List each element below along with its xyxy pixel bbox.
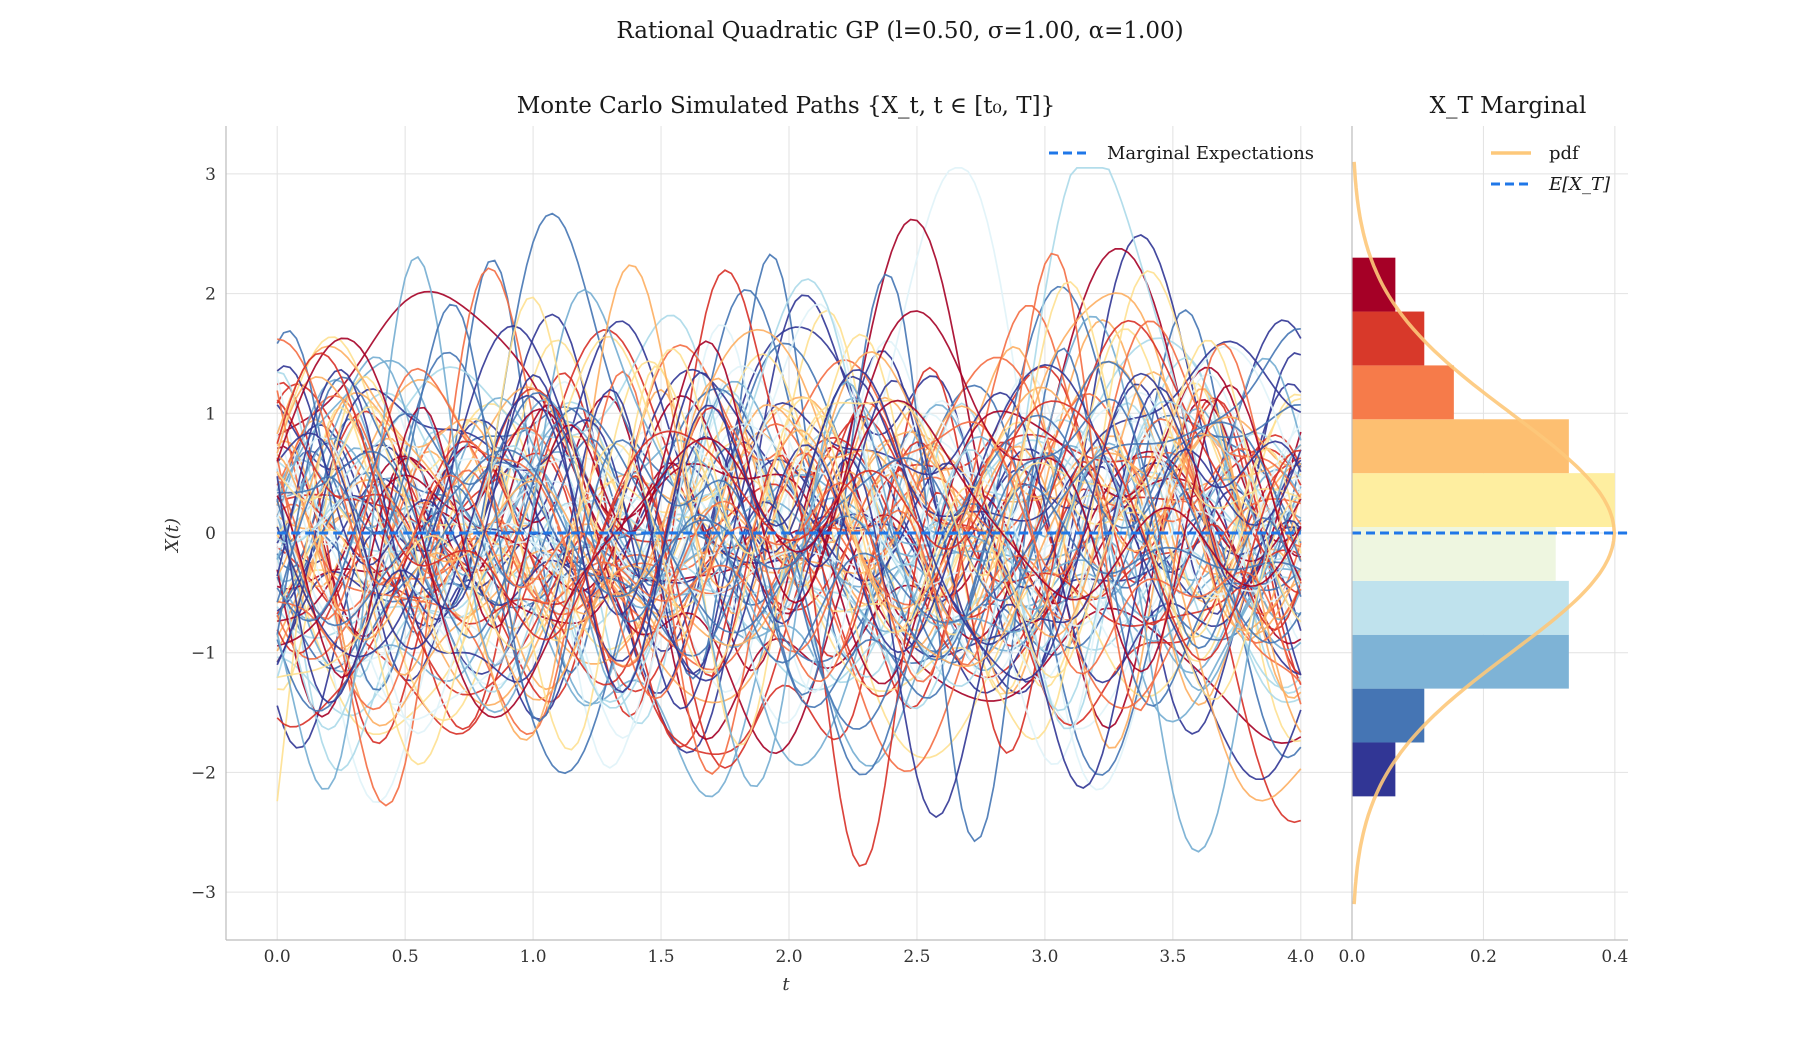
marginal-x-tick-label: 0.2: [1470, 947, 1497, 967]
marginal-x-tick-label: 0.4: [1601, 947, 1628, 967]
y-tick-label: −3: [191, 883, 216, 903]
marginal-histogram: [1352, 257, 1615, 797]
histogram-bar-7: [1352, 365, 1454, 420]
path-83: [276, 278, 1302, 712]
path-24: [276, 384, 1302, 776]
path-4: [276, 366, 1302, 769]
y-tick-label: 1: [205, 404, 216, 424]
path-81: [276, 325, 1302, 781]
paths-panel-title: Monte Carlo Simulated Paths {X_t, t ∈ [t…: [517, 93, 1055, 119]
path-59: [276, 167, 1302, 731]
paths-y-axis-label: X(t): [162, 518, 183, 554]
path-93: [277, 397, 1301, 701]
histogram-bar-8: [1352, 311, 1425, 366]
path-60: [276, 406, 1302, 618]
x-tick-label: 0.0: [264, 947, 291, 967]
path-95: [277, 338, 1302, 705]
path-91: [276, 391, 1302, 664]
path-80: [276, 328, 1302, 766]
x-tick-label: 1.5: [648, 947, 675, 967]
path-97: [276, 337, 1302, 719]
path-40: [276, 397, 1302, 759]
y-tick-label: −2: [191, 763, 216, 783]
path-88: [276, 310, 1302, 679]
y-tick-label: 0: [205, 524, 216, 544]
path-14: [276, 365, 1302, 735]
figure-suptitle: Rational Quadratic GP (l=0.50, σ=1.00, α…: [616, 18, 1183, 44]
marginal-panel-title: X_T Marginal: [1430, 93, 1587, 119]
path-49: [276, 368, 1302, 676]
x-tick-label: 3.0: [1031, 947, 1058, 967]
x-tick-label: 2.0: [775, 947, 802, 967]
histogram-bar-3: [1352, 580, 1569, 635]
y-tick-label: 2: [205, 285, 216, 305]
x-tick-label: 1.0: [520, 947, 547, 967]
histogram-bar-1: [1352, 688, 1425, 743]
path-34: [276, 407, 1302, 767]
marginal-legend: pdf E[X_T]: [1491, 143, 1611, 195]
path-92: [276, 448, 1302, 661]
legend-pdf-label: pdf: [1549, 143, 1580, 164]
legend-ex-label: E[X_T]: [1548, 174, 1611, 195]
path-66: [276, 292, 1302, 632]
y-tick-label: 3: [205, 165, 216, 185]
path-43: [276, 248, 1302, 755]
y-tick-label: −1: [191, 644, 216, 664]
path-98: [276, 352, 1301, 661]
path-85: [276, 371, 1302, 819]
path-82: [277, 320, 1302, 711]
path-96: [276, 303, 1302, 723]
paths-x-axis-label: t: [782, 974, 790, 995]
x-tick-label: 4.0: [1287, 947, 1314, 967]
x-tick-label: 3.5: [1159, 947, 1186, 967]
path-94: [276, 280, 1302, 655]
histogram-bar-2: [1352, 634, 1569, 689]
path-99: [276, 369, 1302, 704]
path-89: [276, 328, 1302, 733]
x-tick-label: 2.5: [903, 947, 930, 967]
paths-panel: 0.0 0.5 1.0 1.5 2.0 2.5 3.0 3.5 4.0 −3 −2 −1 0 1 2 3 Mo…: [162, 93, 1352, 995]
path-74: [276, 399, 1302, 868]
path-64: [276, 366, 1302, 685]
pdf-curve: [1352, 161, 1616, 905]
histogram-bar-5: [1352, 473, 1615, 528]
marginal-panel: 0.0 0.2 0.4 X_T Marginal pdf E[X_T]: [1338, 93, 1628, 967]
path-65: [276, 388, 1302, 710]
simulated-paths: [276, 167, 1302, 868]
legend-expectation-label: Marginal Expectations: [1107, 143, 1314, 164]
histogram-bar-4: [1352, 527, 1556, 581]
path-30: [276, 445, 1302, 672]
histogram-bar-6: [1352, 419, 1569, 474]
path-87: [276, 264, 1302, 802]
marginal-x-tick-label: 0.0: [1338, 947, 1365, 967]
paths-legend: Marginal Expectations: [1049, 143, 1314, 164]
path-86: [276, 252, 1302, 712]
x-tick-label: 0.5: [392, 947, 419, 967]
